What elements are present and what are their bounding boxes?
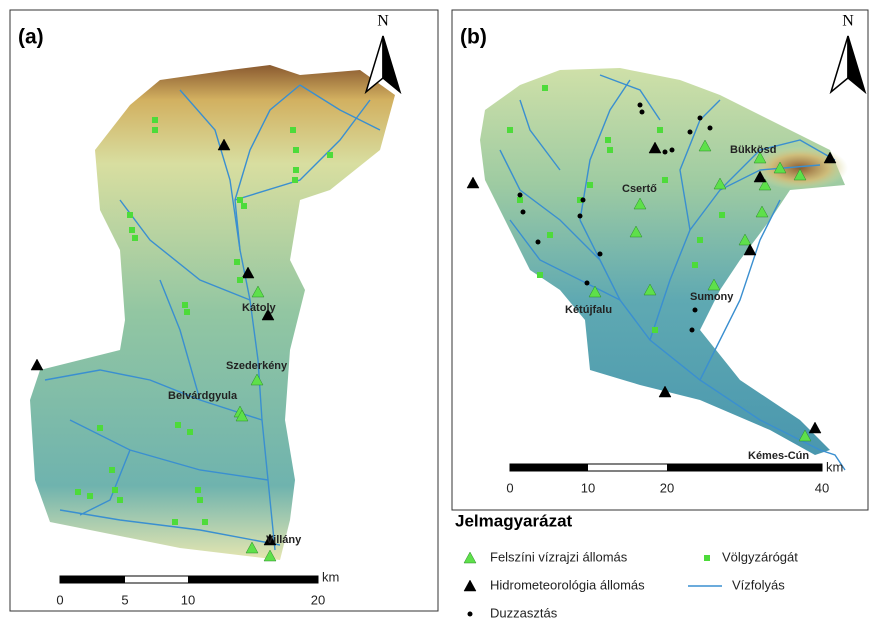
place-name: Kétújfalu (565, 304, 612, 316)
weir (663, 150, 668, 155)
legend-item: Felszíni vízrajzi állomás (490, 549, 628, 564)
dam (97, 425, 103, 431)
scale-bar (667, 464, 822, 471)
weir (690, 328, 695, 333)
scale-tick: 0 (56, 592, 63, 607)
dam (607, 147, 613, 153)
dam (290, 127, 296, 133)
dam (132, 235, 138, 241)
place-name: Csertő (622, 183, 657, 195)
dam (293, 167, 299, 173)
dam (184, 309, 190, 315)
weir (536, 240, 541, 245)
dam (195, 487, 201, 493)
weir (698, 116, 703, 121)
weir (693, 308, 698, 313)
dam (662, 177, 668, 183)
dam (507, 127, 513, 133)
legend-item: Völgyzárógát (722, 549, 798, 564)
dam (117, 497, 123, 503)
dam (172, 519, 178, 525)
dam (327, 152, 333, 158)
surface-station (464, 552, 476, 563)
dam (187, 429, 193, 435)
dam (293, 147, 299, 153)
dam (237, 277, 243, 283)
place-name: Sumony (690, 291, 734, 303)
scale-tick: 20 (660, 480, 674, 495)
north-label: N (377, 13, 389, 30)
legend-item: Vízfolyás (732, 577, 785, 592)
dam (704, 555, 710, 561)
dam (112, 487, 118, 493)
panel-label: (a) (18, 26, 44, 49)
dam (517, 197, 523, 203)
dam (129, 227, 135, 233)
weir (468, 612, 473, 617)
place-name: Belvárdgyula (168, 390, 238, 402)
dam (547, 232, 553, 238)
scale-bar (510, 464, 588, 471)
legend-item: Duzzasztás (490, 605, 558, 620)
weir (640, 110, 645, 115)
dam (197, 497, 203, 503)
dam (542, 85, 548, 91)
dam (537, 272, 543, 278)
legend-title: Jelmagyarázat (455, 511, 573, 530)
weir (708, 126, 713, 131)
weir (521, 210, 526, 215)
dam (109, 467, 115, 473)
dam (175, 422, 181, 428)
north-label: N (842, 13, 854, 30)
dam (237, 197, 243, 203)
weir (581, 198, 586, 203)
dam (75, 489, 81, 495)
dam (719, 212, 725, 218)
map-figure: (a) N Kátoly Szederkény Belvárdgyula Villány 0… (0, 0, 880, 621)
dam (234, 259, 240, 265)
dam (87, 493, 93, 499)
place-name: Kátoly (242, 302, 277, 314)
dam (657, 127, 663, 133)
place-name: Szederkény (226, 360, 288, 372)
dam (652, 327, 658, 333)
dam (605, 137, 611, 143)
legend-item: Hidrometeorológia állomás (490, 577, 645, 592)
dam (292, 177, 298, 183)
dam (152, 117, 158, 123)
place-name: Villány (266, 534, 302, 546)
scale-tick: 0 (506, 480, 513, 495)
scale-bar (60, 576, 125, 583)
weir (518, 193, 523, 198)
weir (598, 252, 603, 257)
scale-tick: 5 (121, 592, 128, 607)
dam (127, 212, 133, 218)
scale-tick: 10 (181, 592, 195, 607)
dam (182, 302, 188, 308)
hydromet-station (464, 580, 476, 591)
panel-label: (b) (460, 26, 487, 49)
dam (202, 519, 208, 525)
place-name: Bükkösd (730, 144, 776, 156)
scale-tick: 20 (311, 592, 325, 607)
scale-tick: 40 (815, 480, 829, 495)
weir (688, 130, 693, 135)
scale-unit: km (322, 569, 339, 584)
weir (638, 103, 643, 108)
dam (587, 182, 593, 188)
place-name: Kémes-Cún (748, 450, 809, 462)
scale-unit: km (826, 459, 843, 474)
weir (578, 214, 583, 219)
scale-bar (188, 576, 318, 583)
dam (692, 262, 698, 268)
dam (697, 237, 703, 243)
weir (670, 148, 675, 153)
dam (152, 127, 158, 133)
weir (585, 281, 590, 286)
dam (241, 203, 247, 209)
scale-tick: 10 (581, 480, 595, 495)
